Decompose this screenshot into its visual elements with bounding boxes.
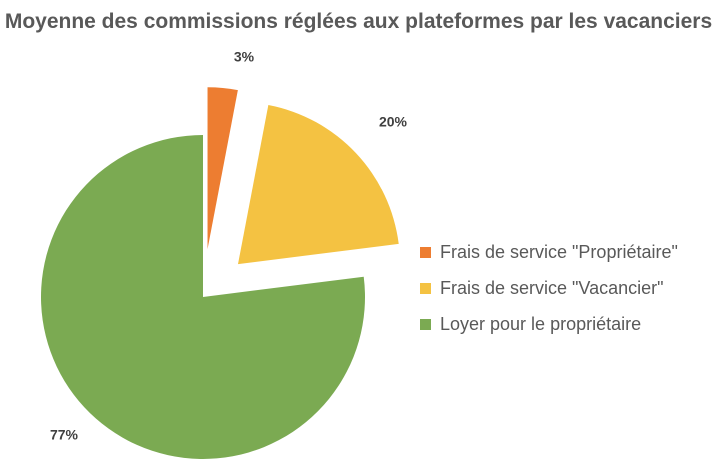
legend-swatch-proprietaire — [420, 246, 431, 258]
label-vacancier: 20% — [379, 114, 408, 130]
slice-vacancier — [237, 105, 399, 265]
legend-label-proprietaire: Frais de service "Propriétaire" — [440, 241, 678, 262]
chart-title: Moyenne des commissions réglées aux plat… — [4, 10, 713, 33]
label-loyer: 77% — [50, 427, 79, 443]
slice-loyer — [41, 135, 366, 460]
legend-label-loyer: Loyer pour le propriétaire — [440, 313, 642, 334]
legend-label-vacancier: Frais de service "Vacancier" — [440, 277, 664, 298]
legend-item-vacancier: Frais de service "Vacancier" — [420, 270, 678, 306]
label-proprietaire: 3% — [234, 49, 255, 65]
legend: Frais de service "Propriétaire" Frais de… — [420, 234, 678, 342]
slice-proprietaire — [207, 87, 238, 250]
legend-item-loyer: Loyer pour le propriétaire — [420, 306, 678, 342]
legend-item-proprietaire: Frais de service "Propriétaire" — [420, 234, 678, 270]
legend-swatch-vacancier — [420, 282, 431, 294]
legend-swatch-loyer — [420, 318, 431, 330]
